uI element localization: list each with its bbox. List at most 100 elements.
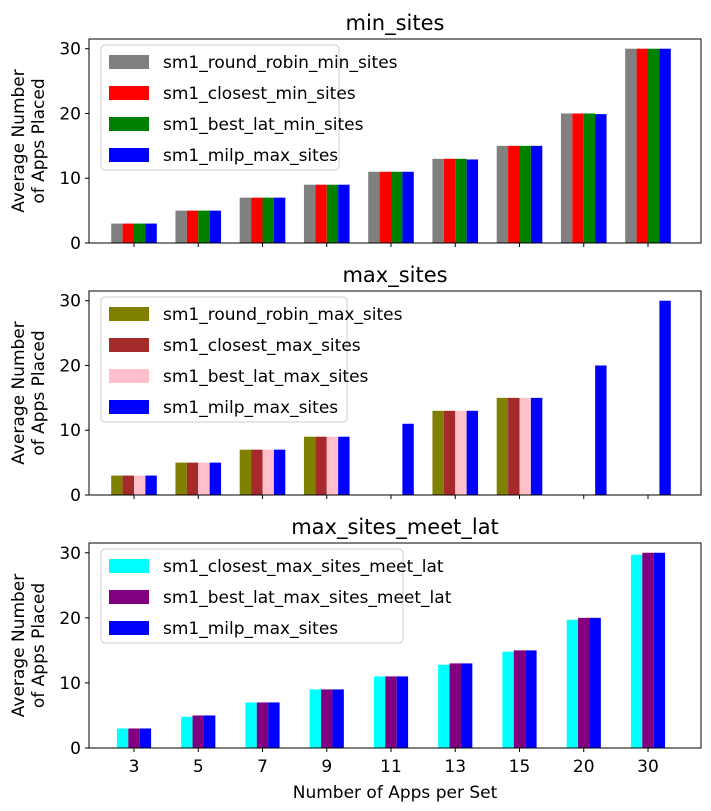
legend-swatch (109, 86, 149, 100)
bar (625, 48, 637, 244)
y-axis-label-line: of Apps Placed (29, 78, 49, 203)
bar (332, 689, 344, 748)
bar (239, 449, 252, 495)
y-axis-label: Average Numberof Apps Placed (9, 69, 49, 213)
bar (653, 552, 666, 748)
legend: sm1_round_robin_max_sites sm1_closest_max… (100, 296, 403, 423)
bar (566, 619, 579, 748)
legend: sm1_round_robin_min_sites sm1_closest_min… (100, 44, 398, 171)
bar (175, 210, 187, 243)
legend-label: sm1_round_robin_min_sites (163, 53, 398, 73)
x-axis-label: Number of Apps per Set (293, 783, 498, 803)
bar (273, 197, 286, 243)
bar (262, 197, 274, 243)
bar (438, 664, 450, 748)
y-tick-label: 10 (59, 421, 81, 441)
legend-label: sm1_milp_max_sites (163, 398, 338, 418)
legend-swatch (109, 338, 149, 352)
bar (145, 475, 157, 495)
legend-box (100, 548, 404, 644)
y-tick-label: 0 (70, 234, 81, 254)
bar (186, 210, 199, 243)
bar (443, 410, 456, 495)
legend-swatch (109, 307, 149, 321)
legend-swatch (109, 400, 149, 414)
bar (502, 651, 514, 748)
bar (338, 436, 350, 495)
x-tick-label: 7 (257, 757, 268, 777)
plot-frame (88, 290, 702, 496)
bar (116, 728, 129, 748)
bar (186, 462, 199, 495)
bar (443, 158, 456, 243)
legend-box (100, 44, 340, 171)
bar (145, 223, 157, 243)
legend-label: sm1_milp_max_sites (163, 146, 338, 166)
bar (496, 397, 509, 495)
bar (530, 145, 543, 243)
bar (385, 676, 397, 748)
chart-panel-2: 0 10 20 30 max_sites Average Numberof Apps Pl… (9, 263, 702, 506)
y-axis-label: Average Numberof Apps Placed (9, 574, 49, 718)
bar (111, 475, 123, 495)
bar (519, 145, 531, 243)
bar (198, 462, 210, 495)
y-axis-label-line: Average Number (9, 574, 29, 718)
bar (315, 184, 327, 243)
bar (128, 728, 140, 748)
bar (560, 113, 573, 243)
bar (455, 410, 467, 495)
bar (326, 436, 339, 495)
y-tick-label: 0 (70, 739, 81, 759)
bar (525, 650, 537, 748)
bar (595, 114, 607, 244)
bar (268, 702, 280, 748)
y-tick-label: 30 (59, 292, 81, 312)
bar (326, 184, 339, 243)
bar (642, 552, 654, 748)
legend-label: sm1_closest_max_sites_meet_lat (163, 557, 444, 577)
bar (303, 184, 316, 243)
bar (245, 702, 257, 748)
chart-title: min_sites (346, 11, 445, 36)
bar (321, 689, 333, 748)
legend-swatch (109, 590, 149, 604)
y-axis-label-line: of Apps Placed (29, 330, 49, 455)
y-axis-label-line: of Apps Placed (29, 583, 49, 708)
bar (508, 397, 520, 495)
x-tick-label: 30 (637, 757, 659, 777)
legend-swatch (109, 117, 149, 131)
bar (251, 449, 263, 495)
bar (181, 716, 193, 748)
bar (636, 48, 648, 244)
bar (659, 300, 671, 495)
y-tick-label: 10 (59, 674, 81, 694)
bar (239, 197, 252, 243)
x-tick-label: 5 (193, 757, 204, 777)
legend-label: sm1_best_lat_max_sites (163, 367, 369, 387)
bar (396, 676, 409, 748)
bar (391, 171, 403, 243)
y-axis-label: Average Numberof Apps Placed (9, 321, 49, 465)
bar (368, 171, 380, 243)
x-tick-label: 13 (444, 757, 466, 777)
bar (134, 475, 146, 495)
bar (198, 210, 210, 243)
legend: sm1_closest_max_sites_meet_lat sm1_best_l… (100, 548, 452, 644)
x-tick-label: 11 (380, 757, 402, 777)
legend-box (100, 296, 348, 423)
chart-title: max_sites (342, 263, 447, 288)
bar (530, 397, 543, 495)
bar (315, 436, 327, 495)
bar (432, 410, 444, 495)
x-tick-label: 20 (573, 757, 595, 777)
bar (262, 449, 274, 495)
bar (630, 554, 643, 748)
y-tick-label: 20 (59, 356, 81, 376)
y-tick-label: 10 (59, 169, 81, 189)
bar (192, 715, 204, 748)
y-axis-label-line: Average Number (9, 69, 29, 213)
legend-label: sm1_closest_min_sites (163, 84, 356, 104)
bar (139, 728, 152, 748)
